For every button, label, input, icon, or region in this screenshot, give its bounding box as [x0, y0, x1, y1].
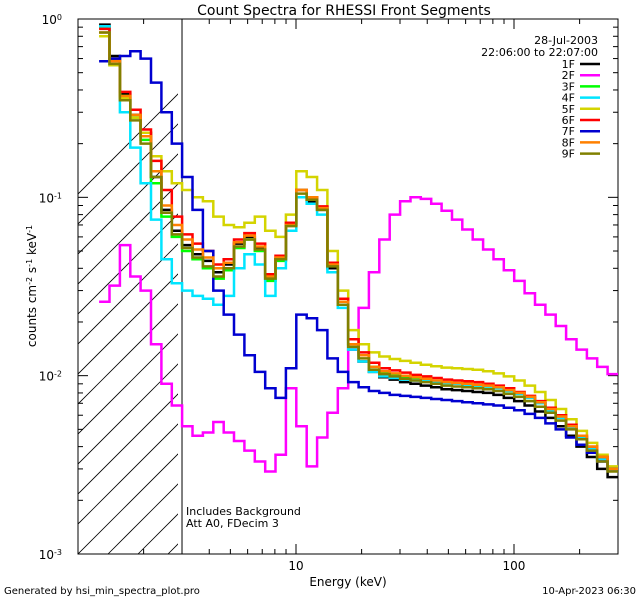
plot-frame [77, 18, 619, 555]
series-1f-line [99, 23, 618, 479]
render-timestamp: 10-Apr-2023 06:30 [542, 586, 636, 597]
legend-label-4f: 4F [562, 92, 575, 105]
series-2f-line [99, 196, 618, 473]
chart-title: Count Spectra for RHESSI Front Segments [197, 3, 491, 19]
series-5f-line [99, 35, 618, 468]
excluded-energy-hatching [78, 93, 178, 554]
legend-label-5f: 5F [562, 103, 575, 116]
observation-time-range: 22:06:00 to 22:07:00 [481, 46, 598, 59]
legend-label-3f: 3F [562, 80, 575, 93]
y-tick-label: 10-3 [39, 548, 62, 563]
x-tick-labels: 10 100 [288, 559, 525, 573]
y-tick-label: 100 [42, 13, 62, 28]
series-9f-line [99, 31, 618, 473]
legend-label-9f: 9F [562, 148, 575, 161]
series-8f-line [99, 31, 618, 471]
x-tick-label: 10 [288, 559, 303, 573]
axis-ticks [77, 18, 619, 555]
x-axis-label: Energy (keV) [309, 575, 386, 589]
background-note: Includes Background [186, 505, 301, 518]
y-tick-label: 10-1 [39, 191, 62, 206]
legend-label-7f: 7F [562, 125, 575, 138]
attenuator-note: Att A0, FDecim 3 [186, 517, 279, 530]
generated-by-note: Generated by hsi_min_spectra_plot.pro [4, 586, 200, 597]
x-tick-label: 100 [503, 559, 526, 573]
y-axis-label: counts cm-2 s-1 keV-1 [25, 225, 40, 347]
legend-label-8f: 8F [562, 136, 575, 149]
observation-date: 28-Jul-2003 [534, 34, 598, 47]
series-lines [99, 23, 618, 479]
y-tick-label: 10-2 [39, 369, 62, 384]
legend-label-1f: 1F [562, 58, 575, 71]
legend-label-2f: 2F [562, 69, 575, 82]
series-7f-line [99, 49, 618, 471]
y-tick-labels: 100 10-1 10-2 10-3 [39, 13, 62, 563]
legend-label-6f: 6F [562, 114, 575, 127]
